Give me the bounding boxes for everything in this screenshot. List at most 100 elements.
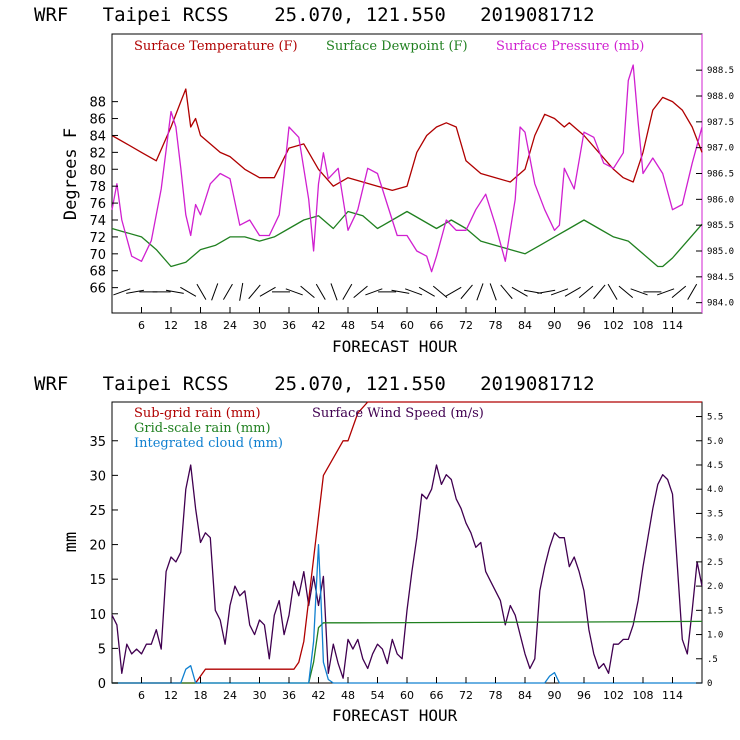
legend-integrated-cloud: Integrated cloud (mm) — [134, 436, 283, 451]
x-tick-label: 6 — [138, 319, 145, 332]
panel1-title: WRF Taipei RCSS 25.070, 121.550 20190817… — [34, 4, 595, 26]
y-tick-label: 86 — [89, 113, 106, 128]
panel2-y2-ticks: 0 .5 1.0 1.5 2.0 2.5 3.0 3.5 4.0 4.5 5.0 5.5 — [696, 413, 723, 689]
x-tick-label: 12 — [164, 689, 178, 702]
x-tick-label: 84 — [518, 319, 532, 332]
temperature-line — [111, 88, 703, 192]
wind-barb — [460, 284, 473, 300]
wind-barb — [330, 283, 338, 301]
legend-subgrid-rain: Sub-grid rain (mm) — [134, 406, 261, 421]
x-tick-label: 102 — [603, 319, 624, 332]
x-tick-label: 96 — [577, 689, 591, 702]
x-tick-label: 12 — [164, 319, 178, 332]
panel1-y2-ticks: 984.0 984.5 985.0 985.5 986.0 986.5 987.0 987.5… — [696, 66, 734, 309]
wind-barb — [353, 285, 368, 299]
wind-barbs — [113, 282, 698, 301]
wind-barb — [607, 283, 618, 300]
wind-barb — [476, 283, 484, 301]
wind-barb — [165, 289, 184, 294]
x-tick-label: 36 — [282, 689, 296, 702]
temperature-panel: WRF Taipei RCSS 25.070, 121.550 20190817… — [34, 4, 734, 356]
y2-tick-label: 985.5 — [707, 221, 734, 231]
x-tick-label: 18 — [194, 319, 208, 332]
panel1-frame — [111, 33, 703, 314]
y2-tick-label: 984.5 — [707, 273, 734, 283]
legend-surface-wind-speed: Surface Wind Speed (m/s) — [312, 406, 484, 421]
y2-tick-label: 4.0 — [707, 485, 723, 495]
y2-tick-label: 1.5 — [707, 606, 723, 616]
wind-barb — [489, 283, 497, 301]
panel2-x-axis-label: FORECAST HOUR — [332, 706, 458, 725]
wind-barb — [365, 288, 383, 296]
y2-tick-label: 5.0 — [707, 437, 723, 447]
wind-barb — [211, 283, 219, 301]
x-tick-label: 60 — [400, 689, 414, 702]
wind-barb — [687, 283, 698, 300]
y-tick-label: 20 — [89, 539, 106, 554]
x-tick-label: 54 — [371, 319, 385, 332]
wind-barb — [671, 285, 687, 299]
panel2-y-ticks: 0 5 10 15 20 25 30 35 — [89, 435, 118, 692]
y-tick-label: 72 — [89, 231, 106, 246]
wind-barb — [248, 284, 261, 300]
legend-surface-temperature: Surface Temperature (F) — [134, 39, 298, 54]
x-tick-label: 72 — [459, 319, 473, 332]
y-tick-label: 76 — [89, 197, 106, 212]
wind-barb — [578, 285, 594, 299]
wind-barb — [126, 289, 145, 294]
wind-speed-line — [111, 464, 703, 679]
panel2-series — [111, 401, 703, 684]
wind-barb — [445, 286, 462, 297]
y2-tick-label: 4.5 — [707, 461, 723, 471]
dewpoint-line — [111, 210, 703, 268]
panel1-series — [111, 64, 703, 273]
panel2-x-ticks: 6 12 18 24 30 36 42 48 54 60 66 72 78 84 90 96 102 108 114 — [138, 677, 683, 702]
legend-surface-pressure: Surface Pressure (mb) — [496, 39, 644, 54]
y2-tick-label: 3.5 — [707, 509, 723, 519]
y2-tick-label: 988.5 — [707, 66, 734, 76]
x-tick-label: 66 — [430, 689, 444, 702]
y-tick-label: 70 — [89, 248, 106, 263]
panel1-x-ticks: 6 12 18 24 30 36 42 48 54 60 66 72 78 84 90 96 102 108 114 — [138, 307, 683, 332]
y-tick-label: 68 — [89, 265, 106, 280]
x-tick-label: 78 — [489, 319, 503, 332]
y-tick-label: 0 — [98, 677, 106, 692]
wind-barb — [285, 288, 303, 296]
x-tick-label: 78 — [489, 689, 503, 702]
x-tick-label: 30 — [253, 689, 267, 702]
wind-barb — [259, 286, 276, 297]
wind-barb — [564, 286, 581, 297]
legend-gridscale-rain: Grid-scale rain (mm) — [134, 421, 271, 436]
wind-barb — [405, 288, 423, 296]
y2-tick-label: 986.0 — [707, 195, 734, 205]
y-tick-label: 82 — [89, 146, 106, 161]
x-tick-label: 90 — [548, 319, 562, 332]
x-tick-label: 66 — [430, 319, 444, 332]
x-tick-label: 54 — [371, 689, 385, 702]
y2-tick-label: 5.5 — [707, 413, 723, 423]
y2-tick-label: 2.0 — [707, 582, 723, 592]
y-tick-label: 10 — [89, 608, 106, 623]
integrated-cloud-line — [112, 543, 702, 684]
y-tick-label: 15 — [89, 573, 106, 588]
x-tick-label: 30 — [253, 319, 267, 332]
wind-barb — [391, 289, 410, 294]
y2-tick-label: 0 — [707, 679, 712, 689]
x-tick-label: 24 — [223, 689, 237, 702]
x-tick-label: 6 — [138, 689, 145, 702]
legend-surface-dewpoint: Surface Dewpoint (F) — [326, 39, 468, 54]
y-tick-label: 66 — [89, 282, 106, 297]
y-tick-label: 25 — [89, 504, 106, 519]
wind-barb — [180, 286, 197, 297]
y2-tick-label: 1.0 — [707, 631, 723, 641]
wind-barb — [630, 288, 648, 296]
y2-tick-label: 988.0 — [707, 92, 734, 102]
wind-barb — [537, 289, 556, 294]
pressure-line — [111, 64, 703, 273]
x-tick-label: 90 — [548, 689, 562, 702]
x-tick-label: 48 — [341, 319, 355, 332]
x-tick-label: 114 — [662, 319, 683, 332]
x-tick-label: 18 — [194, 689, 208, 702]
x-tick-label: 48 — [341, 689, 355, 702]
